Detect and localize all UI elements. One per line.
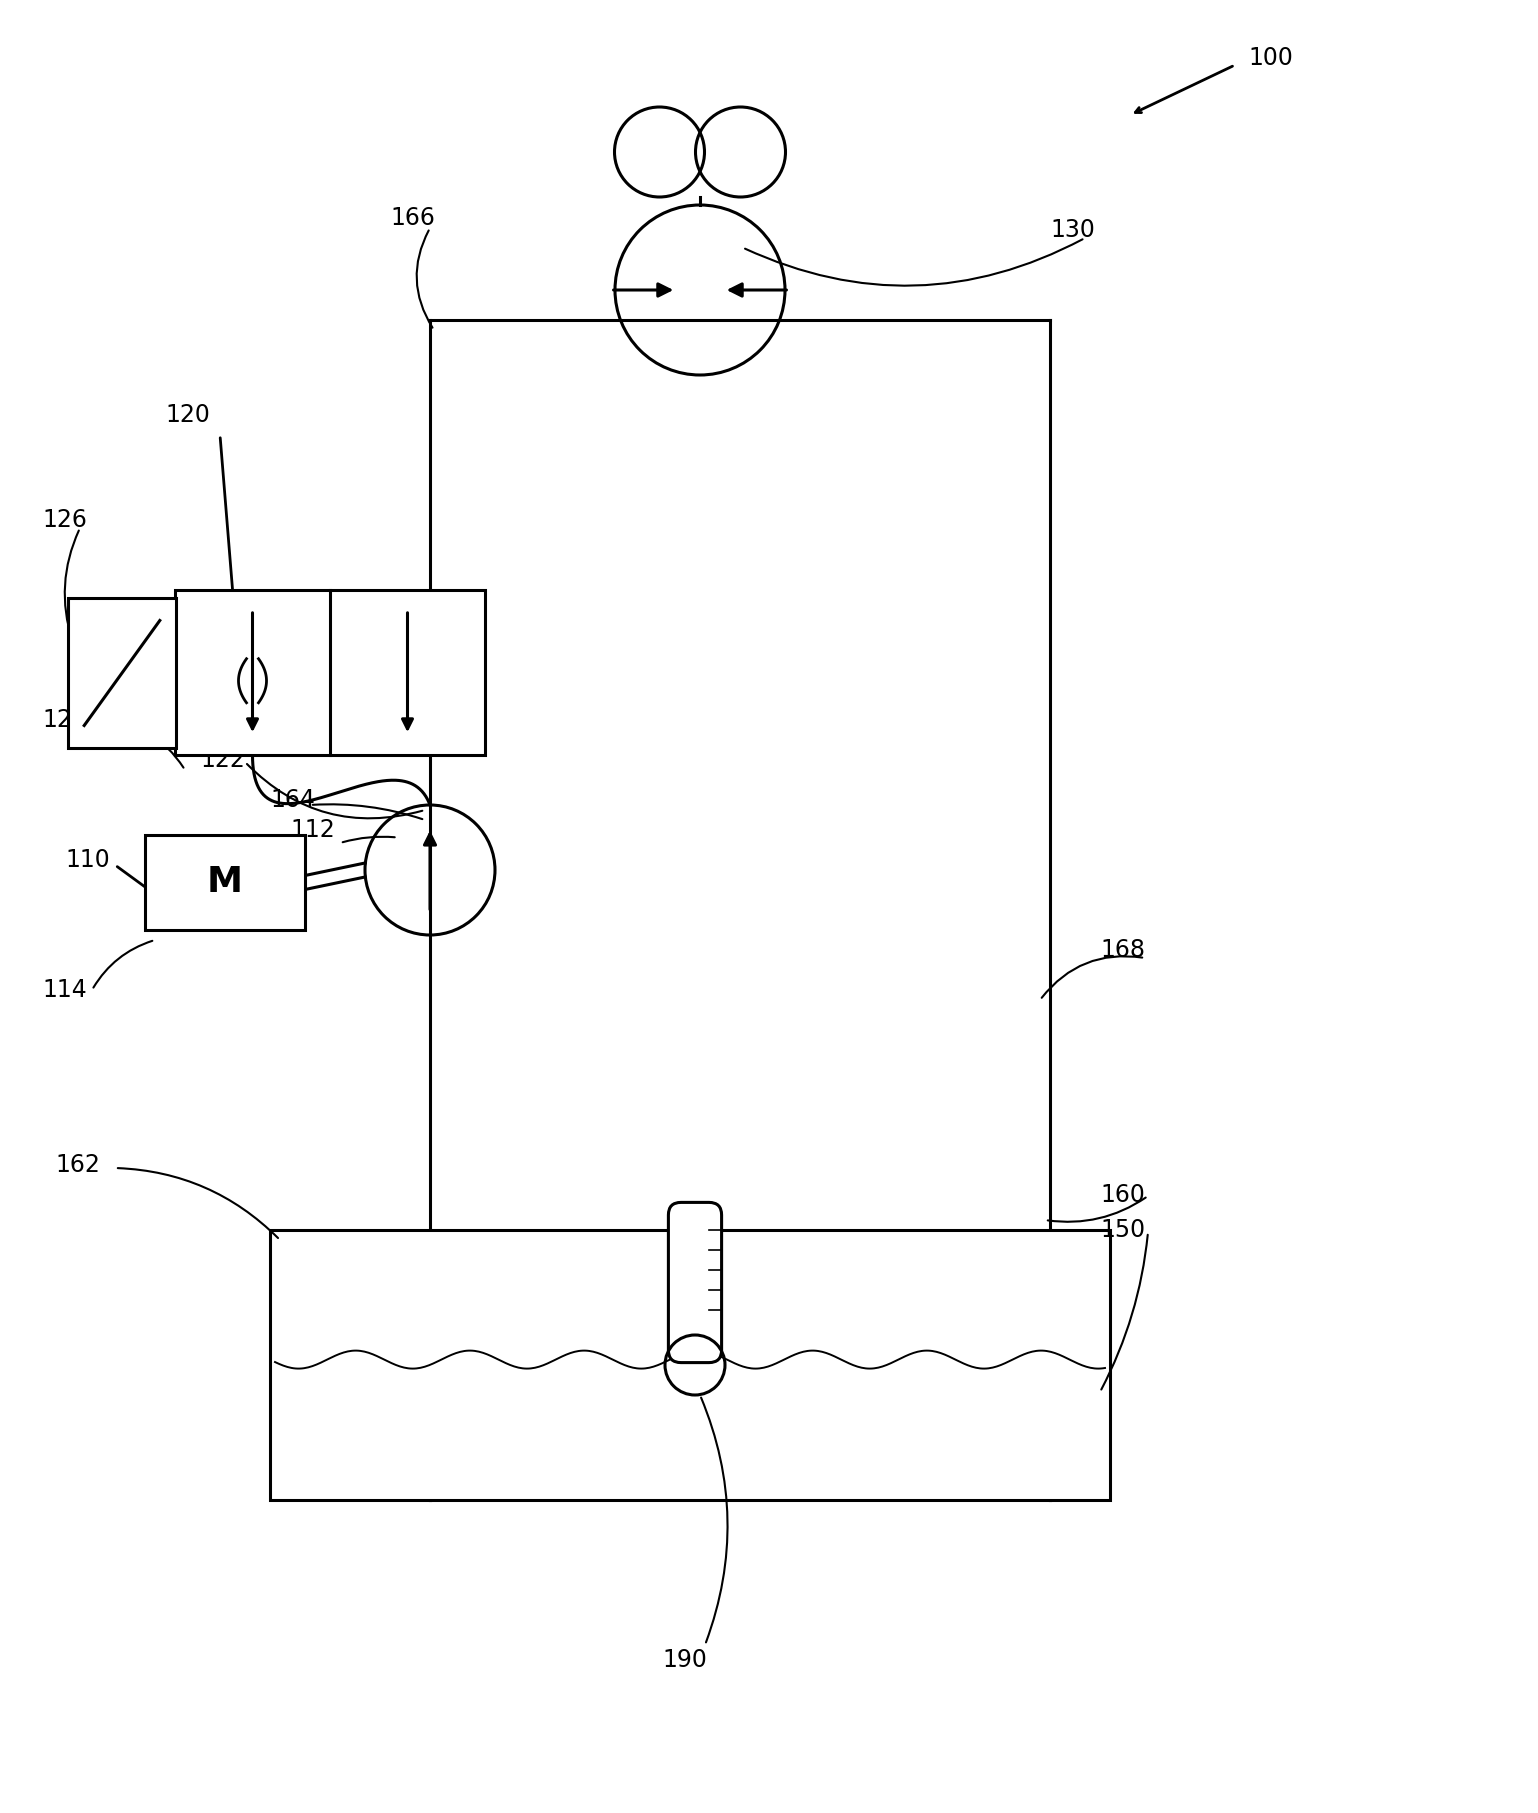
Text: 130: 130 [1050, 218, 1095, 241]
Text: 100: 100 [1247, 45, 1293, 71]
Text: 166: 166 [391, 207, 435, 230]
Text: 112: 112 [291, 818, 335, 841]
Text: 164: 164 [271, 789, 315, 812]
Text: 160: 160 [1100, 1184, 1144, 1207]
Text: 114: 114 [42, 977, 86, 1003]
Text: 126: 126 [42, 508, 86, 531]
Text: 150: 150 [1100, 1218, 1146, 1242]
Bar [145, 836, 305, 930]
Text: 168: 168 [1100, 937, 1144, 963]
Bar [68, 598, 175, 749]
Text: 124: 124 [42, 709, 86, 732]
Text: 190: 190 [663, 1648, 707, 1672]
Text: M: M [208, 865, 243, 899]
Text: 120: 120 [165, 402, 209, 428]
Text: 110: 110 [65, 848, 109, 872]
Text: 162: 162 [55, 1153, 100, 1177]
Text: 122: 122 [200, 749, 245, 772]
FancyBboxPatch shape [669, 1202, 721, 1363]
Bar [175, 589, 484, 754]
Bar [271, 1229, 1110, 1499]
